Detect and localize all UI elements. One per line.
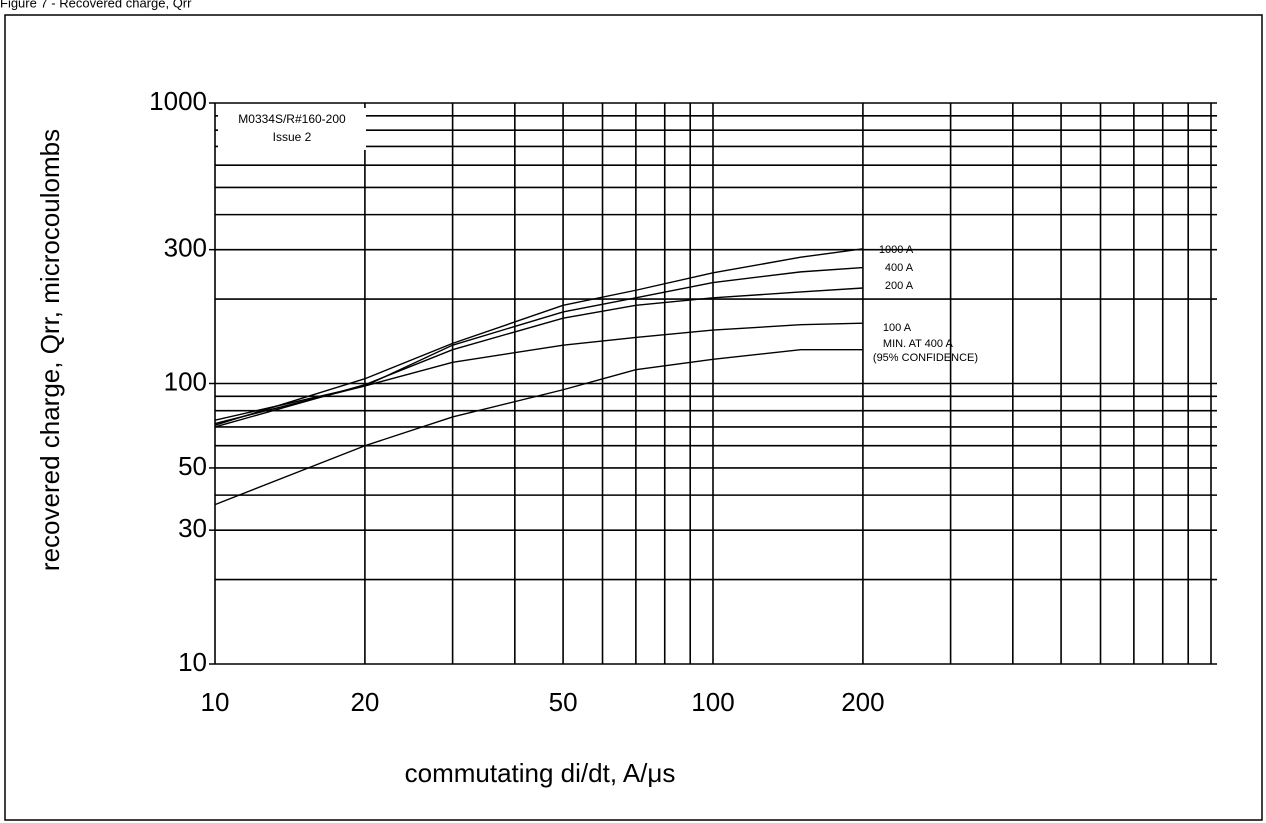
legend-label: 200 A (885, 280, 914, 292)
series-line (214, 248, 864, 426)
y-tick-label: 10 (178, 647, 207, 677)
annotation-box (218, 108, 366, 150)
x-tick-label: 20 (350, 687, 379, 717)
series-line (214, 322, 863, 421)
chart-title: Figure 7 - Recovered charge, Qrr (0, 0, 192, 10)
annotation: M0334S/R#160-200 (238, 112, 346, 126)
y-tick-label: 300 (164, 233, 207, 263)
annotation: (95% CONFIDENCE) (873, 352, 978, 364)
frame (4, 14, 1263, 821)
x-axis-label: commutating di/dt, A/μs (405, 758, 676, 788)
legend-label: MIN. AT 400 A (883, 338, 954, 350)
annotation: Issue 2 (273, 130, 312, 144)
series-line (214, 287, 863, 428)
legend-label: 400 A (885, 262, 914, 274)
y-tick-label: 50 (178, 451, 207, 481)
x-tick-label: 10 (201, 687, 230, 717)
series-line (214, 348, 863, 506)
y-tick-label: 100 (164, 366, 207, 396)
y-tick-label: 1000 (149, 86, 207, 116)
y-tick-label: 30 (178, 513, 207, 543)
x-tick-label: 200 (841, 687, 884, 717)
y-axis-label: recovered charge, Qrr, microcoulombs (35, 129, 65, 571)
x-tick-label: 50 (549, 687, 578, 717)
x-tick-label: 100 (691, 687, 734, 717)
legend-label: 100 A (883, 322, 912, 334)
legend-label: 1000 A (879, 244, 914, 256)
